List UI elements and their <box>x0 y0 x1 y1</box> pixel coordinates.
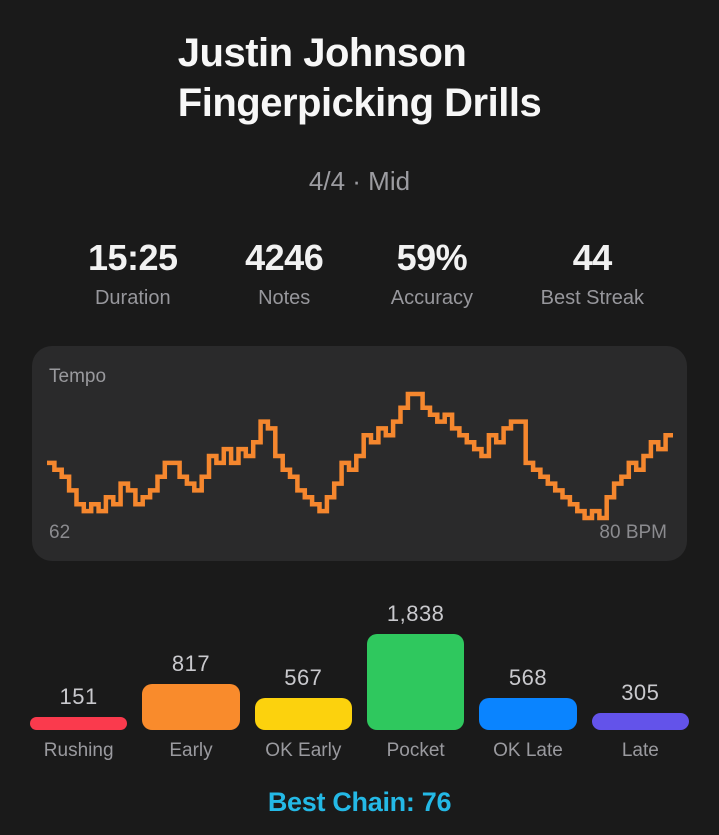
stat-notes: 4246 Notes <box>245 237 324 310</box>
bar-name: OK Late <box>493 740 563 761</box>
tempo-end-bpm-label: 80 BPM <box>599 522 667 543</box>
page-title-line2: Fingerpicking Drills <box>177 81 542 125</box>
session-meta: 4/4 · Mid <box>308 166 411 196</box>
bar-value: 817 <box>171 651 211 676</box>
bar-rect <box>254 698 352 730</box>
tempo-chart-svg <box>47 391 673 521</box>
page-title-line1: Justin Johnson <box>177 31 467 75</box>
bar-col-late: 305 Late <box>591 601 689 761</box>
stat-best-streak: 44 Best Streak <box>541 237 644 310</box>
bar-name: Early <box>169 740 213 761</box>
stat-duration-value: 15:25 <box>88 237 178 278</box>
bar-col-pocket: 1,838 Pocket <box>366 601 465 761</box>
stat-best-streak-value: 44 <box>572 237 613 278</box>
bar-col-rushing: 151 Rushing <box>30 601 128 761</box>
bar-name: OK Early <box>265 740 342 761</box>
stat-duration: 15:25 Duration <box>88 237 178 310</box>
bar-value: 567 <box>284 665 323 690</box>
bar-name: Late <box>621 740 659 761</box>
stat-notes-value: 4246 <box>245 237 324 278</box>
best-chain-text: Best Chain: 76 <box>267 787 452 817</box>
tempo-start-bpm-label: 62 <box>49 522 71 543</box>
stats-row: 15:25 Duration 4246 Notes 59% Accuracy 4… <box>0 237 719 310</box>
bar-name: Rushing <box>43 740 114 761</box>
stat-accuracy: 59% Accuracy <box>391 237 473 310</box>
stat-accuracy-value: 59% <box>396 237 468 278</box>
stat-best-streak-label: Best Streak <box>540 287 644 309</box>
bar-value: 151 <box>59 684 98 709</box>
stat-notes-label: Notes <box>258 287 311 309</box>
tempo-card: Tempo 62 80 BPM <box>32 346 687 561</box>
timing-bar-chart: 151 Rushing 817 Early 567 OK Early 1,838 Pocket… <box>30 601 689 761</box>
stat-duration-label: Duration <box>94 287 171 309</box>
stat-accuracy-label: Accuracy <box>390 287 474 309</box>
bar-rect <box>366 634 465 730</box>
bar-col-early: 817 Early <box>142 601 240 761</box>
page-title: Justin Johnson Fingerpicking Drills <box>177 28 542 128</box>
bar-rect <box>30 717 128 730</box>
bar-name: Pocket <box>386 740 445 761</box>
bar-value: 568 <box>508 665 548 690</box>
bar-col-ok-late: 568 OK Late <box>479 601 577 761</box>
tempo-step-line <box>47 391 673 521</box>
bar-rect <box>479 698 577 730</box>
tempo-card-title: Tempo <box>49 366 107 387</box>
bar-value: 1,838 <box>386 601 445 626</box>
bar-rect <box>591 713 689 730</box>
bar-value: 305 <box>621 680 660 705</box>
bar-rect <box>142 684 240 730</box>
bar-col-ok-early: 567 OK Early <box>254 601 352 761</box>
